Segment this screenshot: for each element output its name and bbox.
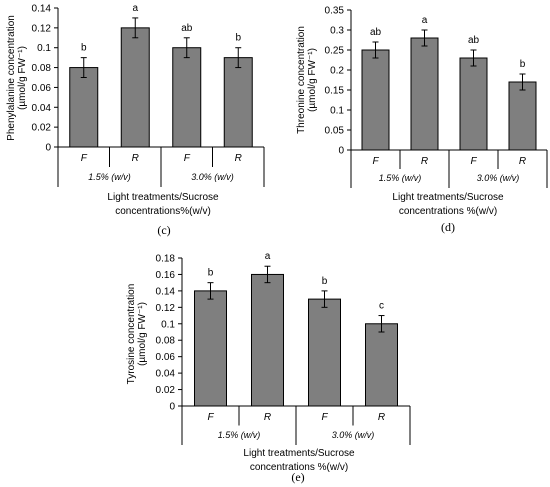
chart-panel-c: 00.020.040.060.080.10.120.14bFaRabFbR1.5… [6,3,265,237]
significance-letter: a [265,251,271,262]
y-tick-label: 0.08 [32,63,52,74]
y-tick-label: 0.3 [330,26,344,37]
x-category-label: F [321,412,328,423]
y-tick-label: 0.04 [32,103,52,114]
bar [172,47,202,148]
x-group-label: 3.0% (w/v) [191,172,234,182]
x-category-label: R [132,153,139,164]
y-tick-label: 0.1 [161,319,175,330]
y-tick-label: 0.25 [325,46,345,57]
y-tick-label: 0.15 [325,86,345,97]
x-category-label: F [81,153,88,164]
x-axis-title: Light treatments/Sucrose concentrations %… [243,448,355,473]
x-category-label: F [372,156,379,167]
x-group-label: 1.5% (w/v) [379,173,422,183]
y-axis-title: Phenylalanine concentration(µmol/g FW⁻¹) [6,15,28,141]
x-category-label: R [421,156,428,167]
y-tick-label: 0.04 [156,369,176,380]
y-tick-label: 0.05 [325,126,345,137]
y-tick-label: 0.12 [156,303,176,314]
y-tick-label: 0 [45,143,51,154]
y-tick-label: 0.06 [156,352,176,363]
bar [120,27,150,148]
y-tick-label: 0.35 [325,6,345,17]
y-tick-label: 0.14 [156,286,176,297]
significance-letter: ab [468,35,480,46]
y-tick-label: 0.12 [32,23,52,34]
significance-letter: b [322,276,328,287]
bar [308,298,341,407]
y-tick-label: 0.02 [32,123,52,134]
x-category-label: F [470,156,477,167]
significance-letter: ab [370,27,382,38]
significance-letter: b [208,268,214,279]
significance-letter: b [81,43,87,54]
y-tick-label: 0.06 [32,83,52,94]
x-category-label: R [264,412,271,423]
y-tick-label: 0.2 [330,66,344,77]
x-axis-title: Light treatments/Sucrose concentrations %… [392,192,504,217]
y-tick-label: 0 [169,402,175,413]
significance-letter: b [520,59,526,70]
y-tick-label: 0.1 [330,106,344,117]
significance-letter: c [379,301,384,312]
bar [223,57,253,148]
panel-label: (e) [291,470,304,484]
x-category-label: R [235,153,242,164]
bar [251,273,284,407]
chart-panel-e: 0 0.02 0.04 0.06 0.08 0.1 0.12 0.14 0.16 0.18 b Fa R… [126,251,411,484]
y-tick-label: 0 [338,146,344,157]
x-axis-title: Light treatments/Sucrose concentrations%(… [107,192,219,217]
bar [361,49,390,151]
x-category-label: R [378,412,385,423]
bar [508,81,537,151]
x-group-label: 3.0% (w/v) [477,173,520,183]
x-group-label: 1.5% (w/v) [218,430,261,440]
panel-label: (d) [441,220,455,234]
x-category-label: R [519,156,526,167]
y-tick-label: 0.14 [32,4,52,15]
significance-letter: a [422,15,428,26]
panel-label: (c) [157,223,170,237]
y-tick-label: 0.02 [156,385,176,396]
x-category-label: F [207,412,214,423]
significance-letter: a [132,3,138,14]
bar [365,323,398,407]
y-tick-label: 0.16 [156,270,176,281]
y-tick-label: 0.1 [37,43,51,54]
x-group-label: 3.0% (w/v) [332,430,375,440]
bar [69,67,99,148]
bar [410,37,439,151]
y-tick-label: 0.18 [156,254,176,265]
bar [194,290,227,407]
bar [459,57,488,151]
x-category-label: F [184,153,191,164]
y-axis-title: Tyrosine concentration(µmol/g FW⁻¹) [126,284,148,385]
x-group-label: 1.5% (w/v) [88,172,131,182]
chart-panel-d: 0 0.05 0.1 0.15 0.2 0.25 0.3 0.35 ab Fa Rab Fb R 1.5%… [296,6,548,234]
y-tick-label: 0.08 [156,336,176,347]
significance-letter: ab [181,23,193,34]
y-axis-title: Threonine concentration(µmol/g FW⁻¹) [296,26,318,134]
significance-letter: b [235,33,241,44]
